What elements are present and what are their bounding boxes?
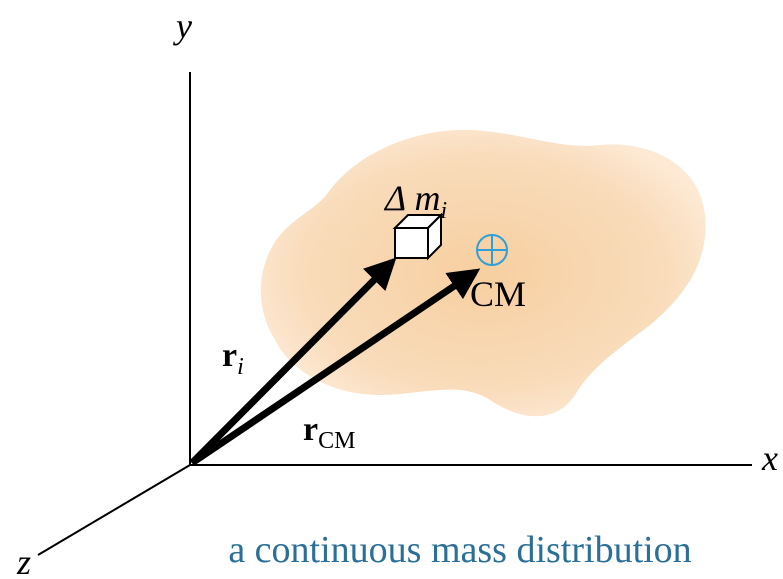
vector-subscript: i: [237, 354, 244, 380]
y-axis-label: y: [173, 6, 192, 46]
cm-symbol: [476, 234, 508, 266]
mass-element-symbol: Δ m: [383, 178, 440, 218]
mass-element-cube: [392, 212, 444, 261]
vector-subscript: CM: [318, 428, 355, 454]
vector-rcm: [190, 268, 481, 466]
caption: a continuous mass distribution: [228, 529, 691, 571]
x-axis-label: x: [761, 438, 778, 478]
mass-element-label: Δ mi: [383, 178, 447, 224]
vector-symbol: r: [303, 411, 318, 448]
z-axis: [37, 464, 191, 556]
mass-element-subscript: i: [440, 198, 447, 224]
vector-label-ri: ri: [222, 337, 244, 380]
vector-ri: [189, 257, 397, 466]
z-axis-label: z: [16, 542, 31, 579]
vector-symbol: r: [222, 337, 237, 374]
cm-label: CM: [470, 274, 526, 314]
vector-label-rcm: rCM: [303, 411, 355, 454]
